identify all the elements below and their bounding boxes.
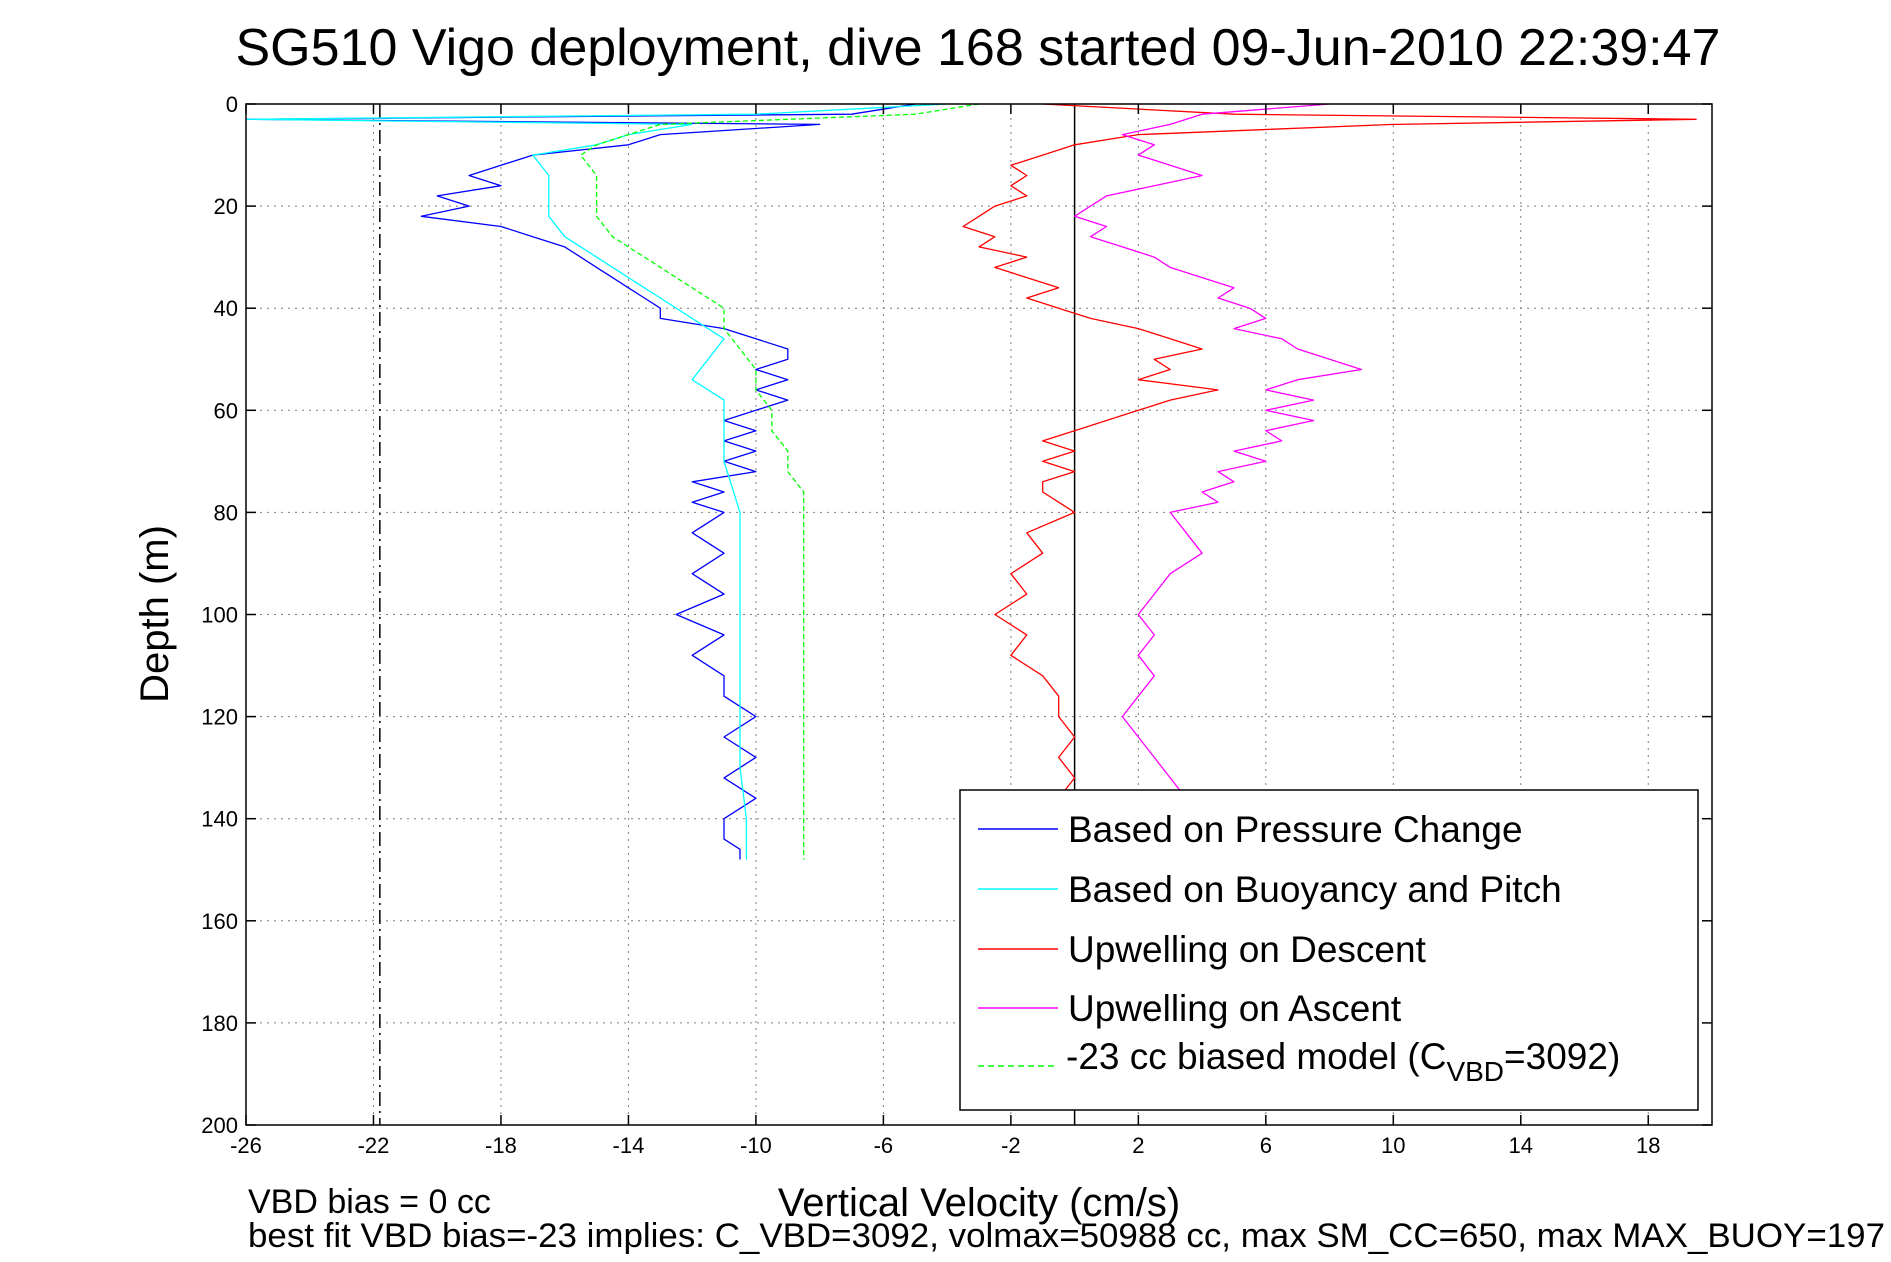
x-tick-label: -22	[358, 1133, 390, 1158]
x-tick-label: 10	[1381, 1133, 1405, 1158]
x-tick-label: 14	[1509, 1133, 1533, 1158]
x-tick-label: -2	[1001, 1133, 1021, 1158]
y-tick-label: 140	[201, 807, 238, 832]
series-line-0	[245, 103, 916, 860]
legend-model-suffix: =3092)	[1504, 1036, 1620, 1077]
y-tick-label: 200	[201, 1113, 238, 1138]
legend-label-pressure: Based on Pressure Change	[1068, 809, 1523, 850]
y-tick-label: 20	[214, 194, 238, 219]
chart-title: SG510 Vigo deployment, dive 168 started …	[236, 19, 1721, 77]
series-line-4	[579, 103, 980, 860]
x-tick-label: -18	[485, 1133, 517, 1158]
legend-label-model: -23 cc biased model (CVBD=3092)	[1066, 1036, 1620, 1087]
data-series	[245, 103, 1697, 860]
y-axis-ticks: 0 20 40 60 80 100 120 140 160 180 200	[201, 92, 1712, 1138]
footnote-vbd-bias: VBD bias = 0 cc	[248, 1183, 491, 1221]
legend-model-prefix: -23 cc biased model (C	[1066, 1036, 1446, 1077]
x-tick-label: -6	[874, 1133, 894, 1158]
series-line-3	[1073, 103, 1363, 799]
y-axis-label: Depth (m)	[133, 525, 177, 703]
legend-model-subscript: VBD	[1446, 1056, 1504, 1087]
legend-label-descent: Upwelling on Descent	[1068, 929, 1427, 970]
y-tick-label: 40	[214, 296, 238, 321]
y-tick-label: 0	[226, 92, 238, 117]
y-tick-label: 180	[201, 1011, 238, 1036]
legend-box	[959, 789, 1699, 1111]
x-axis-label: Vertical Velocity (cm/s)	[778, 1181, 1180, 1225]
x-tick-label: -14	[613, 1133, 645, 1158]
y-tick-label: 60	[214, 398, 238, 423]
legend-label-buoyancy: Based on Buoyancy and Pitch	[1068, 869, 1562, 910]
series-line-2	[962, 103, 1697, 799]
y-tick-label: 160	[201, 909, 238, 934]
y-tick-label: 80	[214, 500, 238, 525]
y-tick-label: 100	[201, 603, 238, 628]
x-tick-label: -26	[230, 1133, 262, 1158]
series-line-1	[245, 103, 948, 860]
y-tick-label: 120	[201, 705, 238, 730]
x-tick-label: 2	[1132, 1133, 1144, 1158]
x-tick-label: -10	[740, 1133, 772, 1158]
x-tick-label: 6	[1260, 1133, 1272, 1158]
legend-label-ascent: Upwelling on Ascent	[1068, 988, 1402, 1029]
x-axis-ticks: -26 -22 -18 -14 -10 -6 -2 2 6 10 14 18	[230, 104, 1661, 1158]
footnote-best-fit: best fit VBD bias=-23 implies: C_VBD=309…	[248, 1217, 1885, 1255]
x-tick-label: 18	[1636, 1133, 1660, 1158]
chart-legend: Based on Pressure Change Based on Buoyan…	[959, 789, 1699, 1111]
